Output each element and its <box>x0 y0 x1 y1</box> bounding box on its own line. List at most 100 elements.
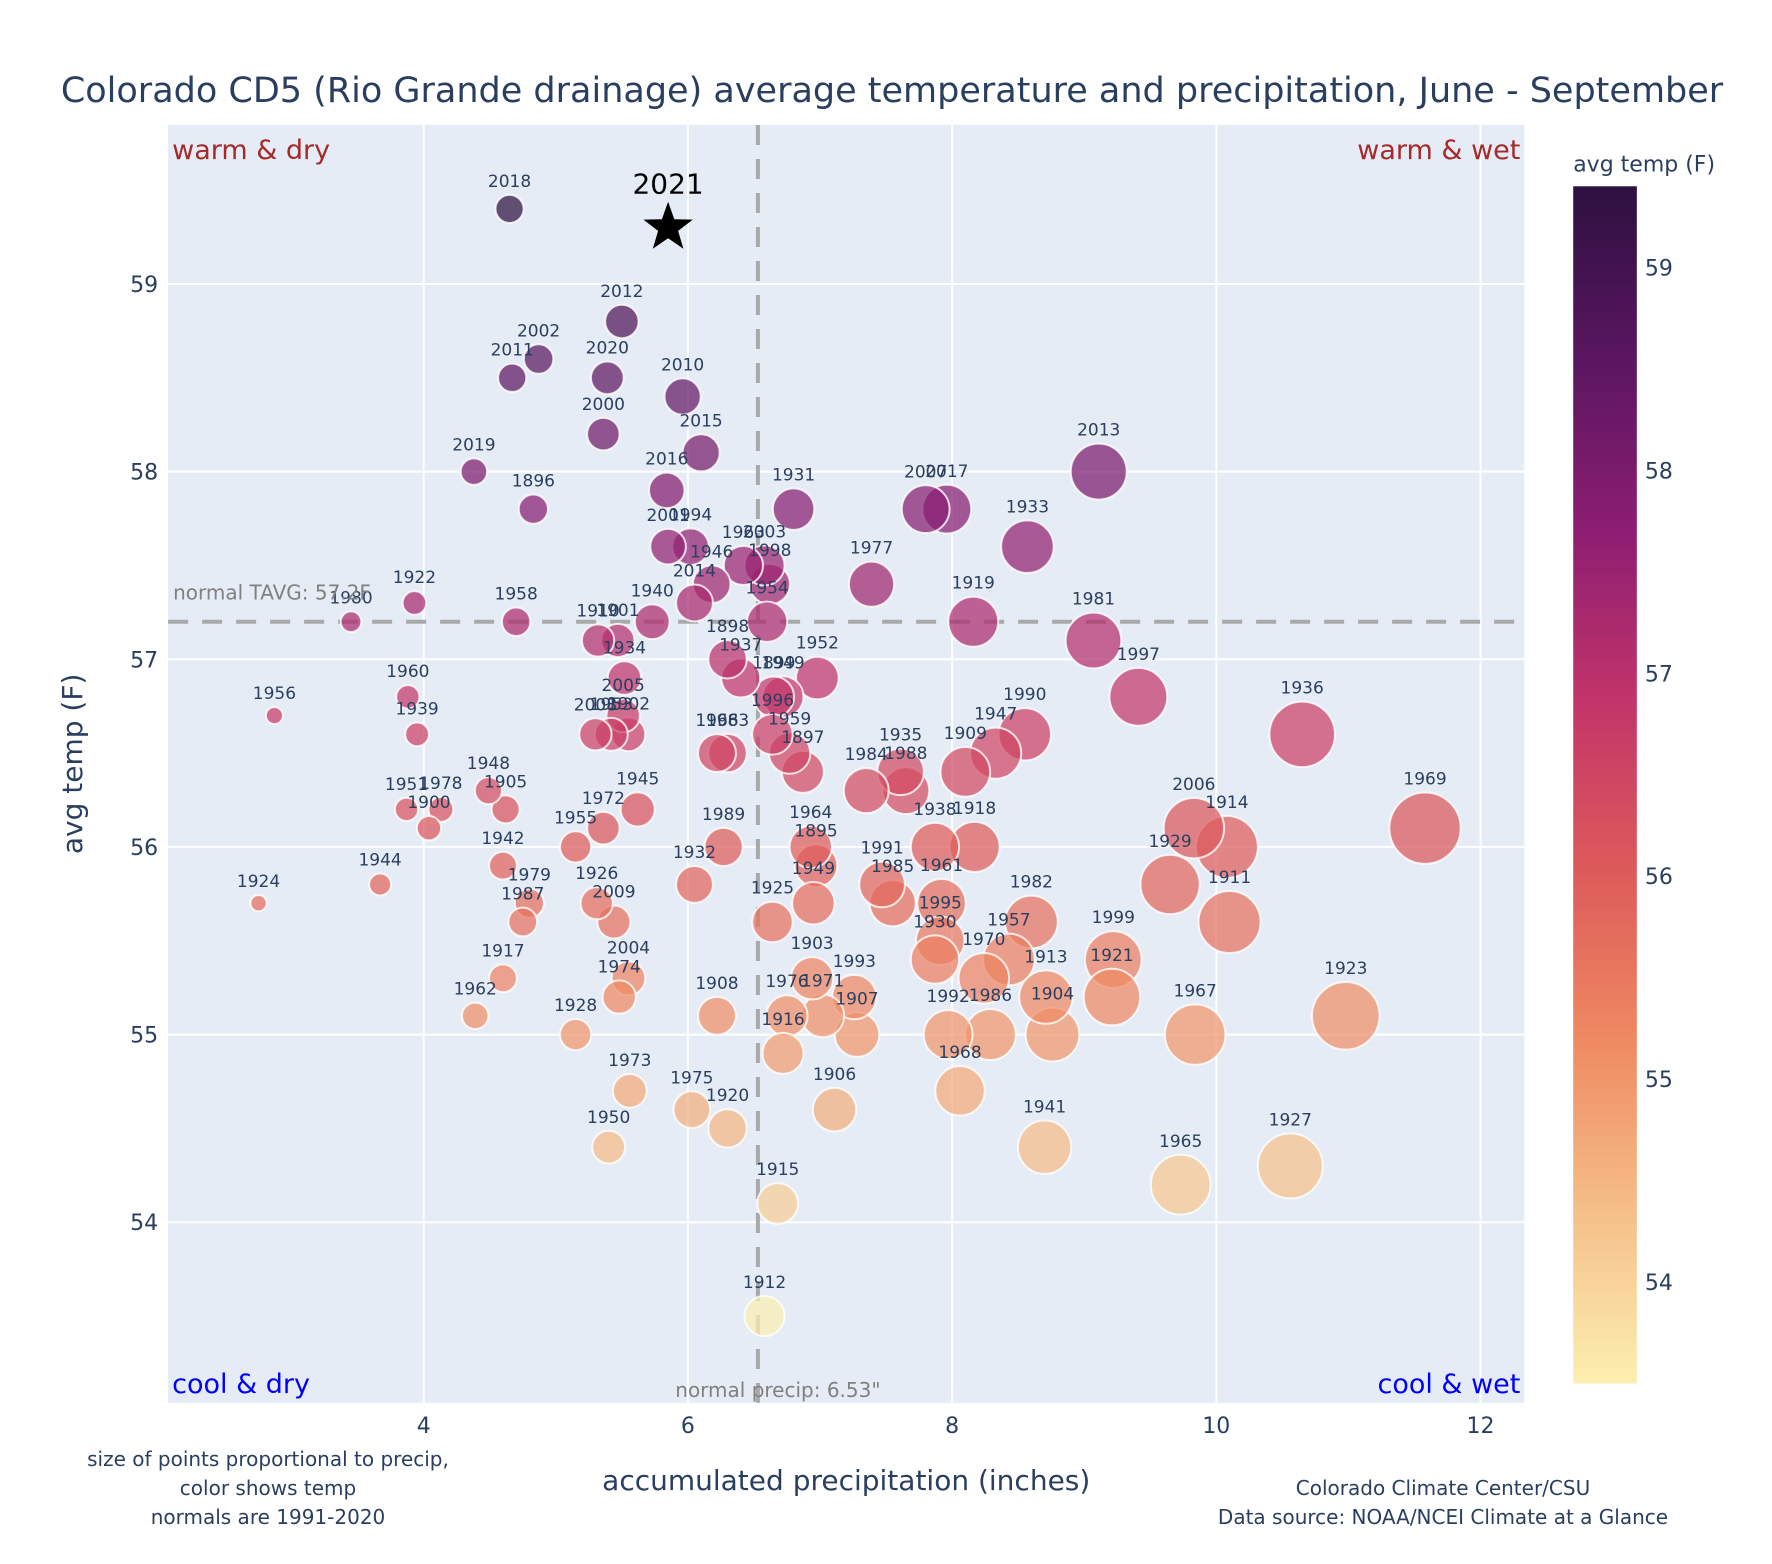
data-point <box>743 1294 786 1338</box>
data-point <box>473 776 503 806</box>
data-point-label: 1975 <box>670 1068 713 1088</box>
data-point-label: 1985 <box>871 857 914 877</box>
data-point-label: 1919 <box>952 574 995 594</box>
data-point-label: 1939 <box>395 699 438 719</box>
data-point-label: 1980 <box>329 588 372 608</box>
data-points <box>249 193 1462 1338</box>
data-point <box>264 706 284 726</box>
data-point <box>488 963 518 994</box>
data-point-label: 1936 <box>1281 679 1324 699</box>
chart-title: Colorado CD5 (Rio Grande drainage) avera… <box>61 71 1724 111</box>
data-point-label: 1898 <box>706 617 749 637</box>
colorbar-ticks: 54 55 56 57 58 59 <box>1645 256 1673 1296</box>
colorbar-tick-label: 57 <box>1645 662 1673 687</box>
data-point <box>751 900 794 944</box>
colorbar-gradient <box>1573 186 1637 1384</box>
data-point <box>703 826 744 868</box>
data-point-label: 1998 <box>748 541 791 561</box>
quadrant-label-cool-wet: cool & wet <box>1377 1369 1520 1400</box>
data-point-label: 1996 <box>751 691 794 711</box>
data-point-label: 1983 <box>706 711 749 731</box>
data-point-label: 1915 <box>756 1160 799 1180</box>
data-point-label: 2000 <box>582 395 625 415</box>
data-point-label: 1937 <box>719 636 762 656</box>
data-point <box>591 1129 627 1165</box>
data-point-label: 1905 <box>484 772 527 792</box>
data-point <box>497 362 528 393</box>
data-point-label: 1989 <box>702 805 745 825</box>
data-point <box>1108 666 1169 727</box>
data-point <box>681 433 721 473</box>
data-point <box>939 746 992 798</box>
data-point-label: 1997 <box>1117 645 1160 665</box>
data-point-label: 1927 <box>1269 1110 1312 1130</box>
data-point <box>1069 442 1128 501</box>
data-point-label: 1982 <box>1010 873 1053 893</box>
footer-note-line1: size of points proportional to precip, <box>87 1447 449 1471</box>
data-point-label: 1969 <box>1403 770 1446 790</box>
data-point <box>771 487 816 531</box>
data-point-label: 1987 <box>501 885 544 905</box>
data-point-label: 2004 <box>607 938 650 958</box>
data-point-label: 1957 <box>987 911 1030 931</box>
data-point-label: 2013 <box>1077 421 1120 441</box>
data-point-label: 1930 <box>913 912 956 932</box>
data-point-label: 1902 <box>607 694 650 714</box>
highlight-label: 2021 <box>632 168 703 201</box>
y-tick-label: 54 <box>130 1211 158 1236</box>
data-point-label: 1914 <box>1205 793 1248 813</box>
data-point-label: 1941 <box>1023 1097 1066 1117</box>
data-point-label: 2002 <box>517 321 560 341</box>
data-point-label: 2007 <box>904 462 947 482</box>
data-point <box>756 1182 800 1225</box>
data-point-label: 1953 <box>590 695 633 715</box>
data-point-label: 2008 <box>574 695 617 715</box>
data-point-label: 1923 <box>1324 959 1367 979</box>
data-point-label: 1948 <box>467 754 510 774</box>
data-point-label: 2017 <box>925 462 968 482</box>
data-point <box>579 886 614 921</box>
data-point-label: 1921 <box>1090 946 1133 966</box>
data-point <box>580 623 616 658</box>
data-point-label: 1952 <box>796 634 839 654</box>
normal-precip-label: normal precip: 6.53" <box>675 1378 880 1402</box>
footer-credit-line2: Data source: NOAA/NCEI Climate at a Glan… <box>1218 1505 1668 1529</box>
data-point <box>427 795 455 823</box>
data-point-label: 1958 <box>495 585 538 605</box>
data-point-label: 1951 <box>385 775 428 795</box>
data-point-label: 1970 <box>962 930 1005 950</box>
data-point-label: 1979 <box>508 866 551 886</box>
footer-credit: Colorado Climate Center/CSU Data source:… <box>1218 1476 1668 1529</box>
data-point <box>675 583 714 623</box>
data-point-label: 1965 <box>1159 1132 1202 1152</box>
colorbar: avg temp (F) 54 55 56 57 58 59 <box>1573 153 1715 1384</box>
data-point-label: 1916 <box>761 1010 804 1030</box>
data-point-label: 1971 <box>801 971 844 991</box>
data-point-label: 1924 <box>237 872 280 892</box>
data-point-label: 1920 <box>706 1086 749 1106</box>
data-point-label: 1968 <box>938 1043 981 1063</box>
data-point-label: 1899 <box>752 654 795 674</box>
data-point-label: 1955 <box>554 808 597 828</box>
data-point <box>558 830 593 864</box>
data-point-label: 2015 <box>679 411 722 431</box>
data-point-label: 1907 <box>835 989 878 1009</box>
data-point-label: 1994 <box>669 505 712 525</box>
data-point <box>578 717 613 752</box>
data-point-label: 1986 <box>969 986 1012 1006</box>
data-point-label: 2005 <box>602 676 645 696</box>
data-point <box>249 894 268 913</box>
data-point <box>947 595 1000 648</box>
data-point-label: 1974 <box>598 957 641 977</box>
data-point <box>1016 1119 1073 1175</box>
data-point <box>788 824 833 870</box>
data-point <box>791 880 836 926</box>
data-point-label: 2010 <box>661 355 704 375</box>
y-tick-label: 59 <box>130 273 158 298</box>
data-point <box>517 493 549 525</box>
data-point <box>722 544 764 587</box>
data-point-label: 1963 <box>722 523 765 543</box>
data-point-label: 1926 <box>575 864 618 884</box>
data-point <box>1064 611 1123 670</box>
